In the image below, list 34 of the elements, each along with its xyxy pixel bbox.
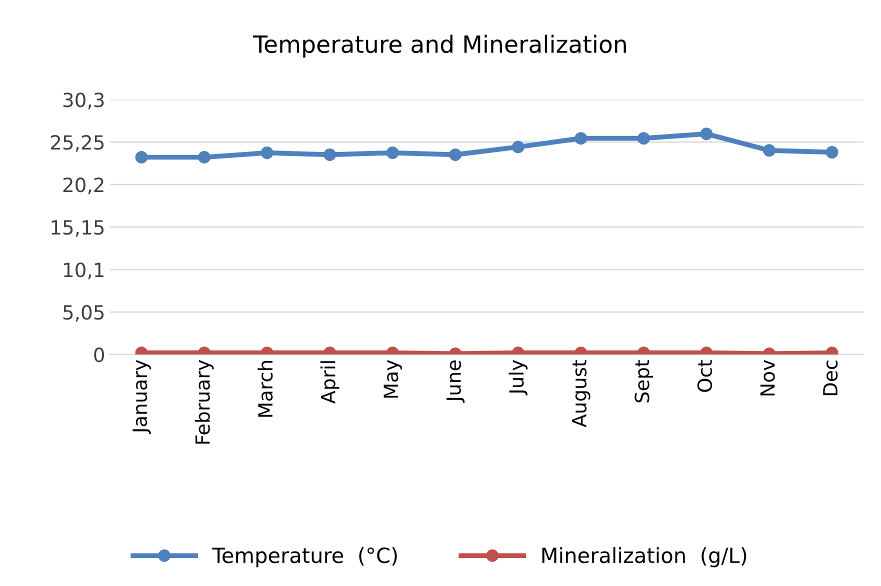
x-tick-label: April	[320, 361, 340, 404]
x-tick-label: February	[194, 360, 214, 444]
point	[826, 146, 838, 159]
point	[700, 128, 713, 140]
point	[449, 148, 462, 161]
point	[386, 146, 399, 160]
point	[324, 148, 336, 161]
x-tick-label: Sept	[634, 360, 654, 402]
legend-label: Temperature (°C)	[212, 547, 397, 568]
x-tick-label: July	[508, 360, 528, 396]
y-tick-label: 20,2	[63, 178, 104, 194]
y-tick-label: 5,05	[63, 305, 104, 322]
point	[574, 132, 588, 145]
y-tick-label: 10,1	[64, 262, 104, 280]
x-tick-label: March	[258, 361, 273, 417]
x-tick-label: May	[384, 360, 402, 398]
y-tick-label: 0	[94, 347, 104, 362]
x-tick-label: Oct	[697, 360, 712, 392]
point	[762, 144, 776, 157]
y-tick-label: 25,25	[51, 135, 104, 152]
y-tick-label: 15,15	[52, 220, 104, 237]
chart-title: Temperature and Mineralization	[253, 34, 626, 58]
y-tick-label: 30,3	[63, 92, 104, 110]
x-tick-label: Nov	[760, 360, 775, 396]
x-tick-label: Dec	[823, 360, 838, 396]
x-tick-label: June	[446, 360, 465, 403]
point	[512, 140, 524, 154]
x-tick-label: January	[132, 360, 151, 434]
point	[260, 146, 274, 160]
point	[198, 151, 211, 164]
point	[637, 132, 650, 145]
x-tick-label: August	[572, 360, 590, 428]
legend-label: Mineralization (g/L)	[542, 547, 746, 568]
point	[135, 151, 148, 164]
